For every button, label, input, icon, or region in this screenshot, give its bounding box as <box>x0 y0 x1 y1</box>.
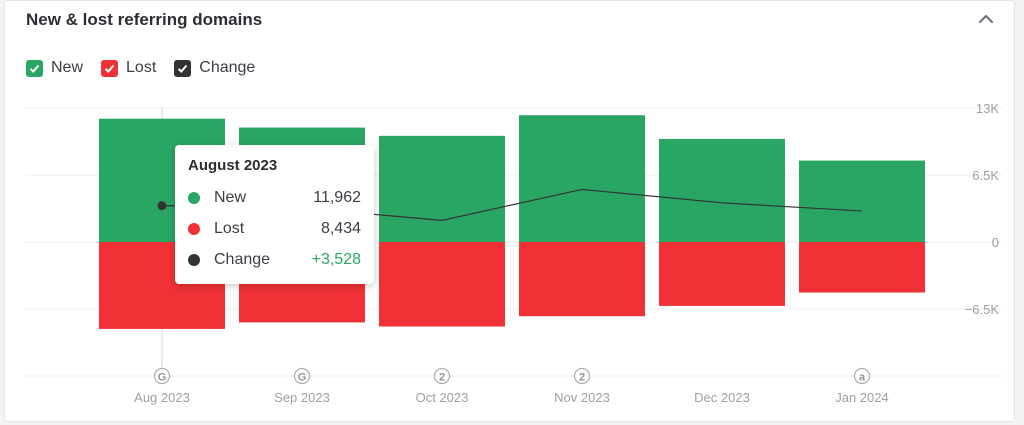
annotation-marker-label: a <box>859 372 866 384</box>
x-tick-label: Nov 2023 <box>554 390 610 405</box>
check-icon[interactable] <box>101 59 119 77</box>
bar-new <box>519 115 645 242</box>
card-title: New & lost referring domains <box>26 10 263 29</box>
x-tick-label: Sep 2023 <box>274 390 330 405</box>
tooltip-row-new: New 11,962 <box>188 182 361 213</box>
tooltip-value: 8,434 <box>320 219 361 237</box>
tooltip-row-change: Change +3,528 <box>188 244 361 275</box>
bar-lost <box>379 242 505 327</box>
legend-label: Change <box>199 59 256 76</box>
tooltip-label: New <box>214 188 247 206</box>
tooltip-row-lost: Lost 8,434 <box>188 213 361 244</box>
tooltip-label: Lost <box>214 219 245 237</box>
legend-item-change[interactable]: Change <box>174 59 255 77</box>
annotation-marker-label: 2 <box>579 372 585 384</box>
legend-item-new[interactable]: New <box>26 59 83 77</box>
annotation-marker-icon <box>573 367 591 385</box>
y-tick-label: −6.5K <box>965 302 1000 317</box>
chart-tooltip: August 2023 New 11,962 Lost 8,434 Change… <box>175 145 374 284</box>
legend-label: New <box>51 59 84 76</box>
bar-lost <box>519 242 645 317</box>
tooltip-value: +3,528 <box>311 250 361 268</box>
annotation-marker-label: G <box>298 372 307 384</box>
y-tick-label: 0 <box>992 235 999 250</box>
x-tick-label: Jan 2024 <box>835 390 889 405</box>
annotation-marker-icon <box>433 367 451 385</box>
bar-new <box>799 160 925 242</box>
legend-label: Lost <box>126 59 157 76</box>
x-tick-label: Dec 2023 <box>694 390 750 405</box>
y-tick-label: 6.5K <box>972 168 999 183</box>
tooltip-value: 11,962 <box>313 188 361 206</box>
check-icon[interactable] <box>26 59 43 77</box>
annotation-marker-label: G <box>158 372 167 384</box>
tooltip-label: Change <box>214 250 271 268</box>
highlight-point <box>157 201 167 211</box>
annotation-marker-label: 2 <box>439 372 445 384</box>
tooltip-dot <box>188 191 200 204</box>
bar-new <box>659 138 785 242</box>
tooltip-title: August 2023 <box>188 157 278 174</box>
x-tick-label: Oct 2023 <box>416 390 469 405</box>
legend-item-lost[interactable]: Lost <box>101 59 156 77</box>
check-icon[interactable] <box>174 59 192 77</box>
tooltip-dot <box>188 253 200 266</box>
chevron-up-icon[interactable] <box>976 9 996 29</box>
bar-lost <box>659 242 785 306</box>
x-tick-label: Aug 2023 <box>134 390 190 405</box>
bar-new <box>379 135 505 242</box>
y-tick-label: 13K <box>976 101 999 116</box>
tooltip-dot <box>188 222 200 235</box>
annotation-marker-icon <box>153 367 171 385</box>
chart-legend: New Lost Change <box>26 59 255 77</box>
annotation-marker-icon <box>853 367 871 385</box>
bar-lost <box>799 242 925 293</box>
annotation-marker-icon <box>293 367 311 385</box>
